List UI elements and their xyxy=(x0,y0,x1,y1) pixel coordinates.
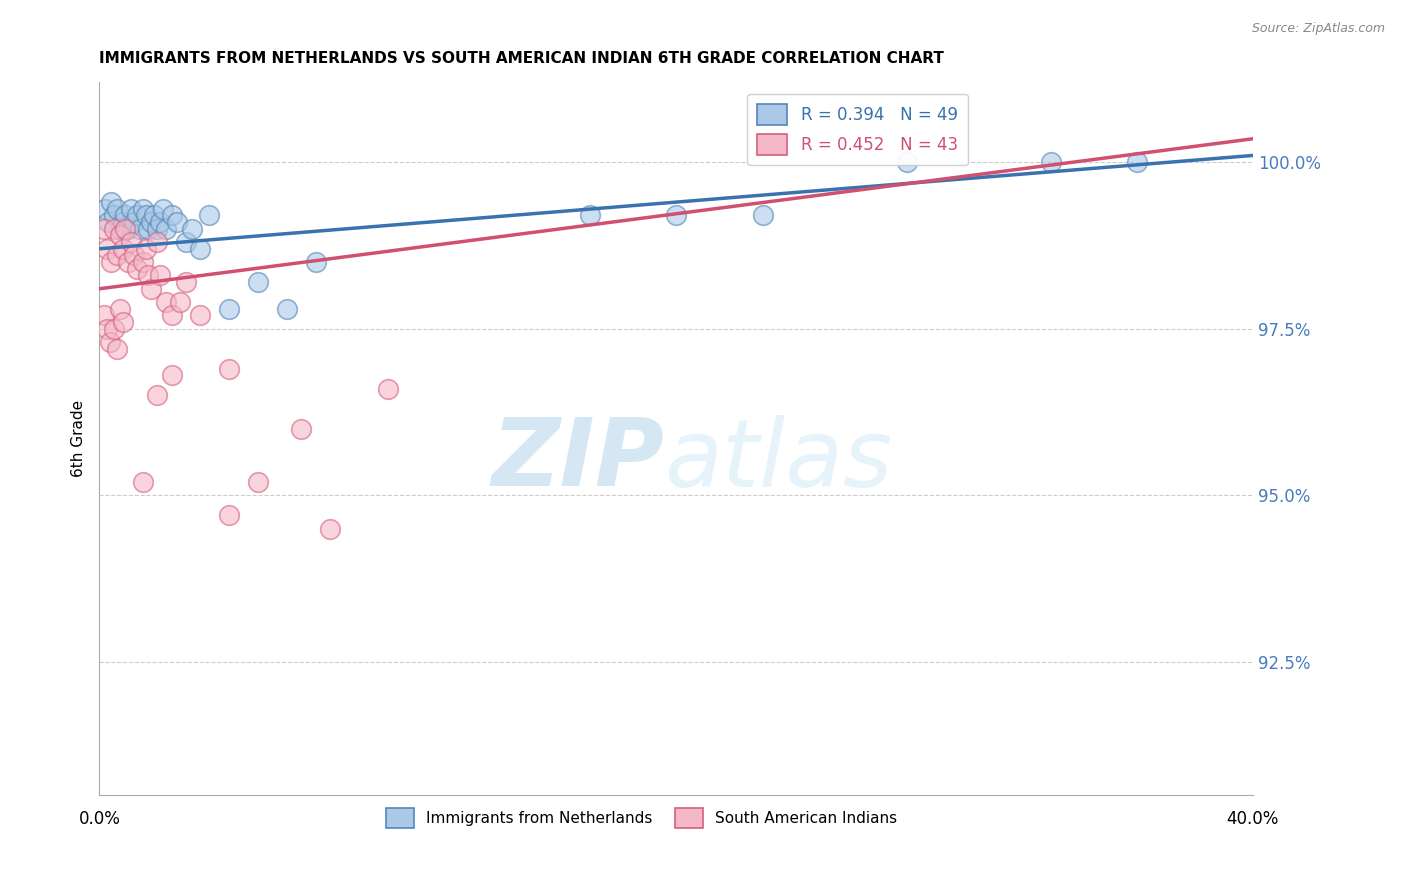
Point xyxy=(896,155,918,169)
Point xyxy=(131,475,153,489)
Point xyxy=(120,235,142,249)
Point xyxy=(135,209,157,223)
Point xyxy=(305,255,328,269)
Point xyxy=(160,368,183,383)
Point xyxy=(138,221,160,235)
Point xyxy=(190,242,212,256)
Point xyxy=(94,202,117,216)
Point xyxy=(138,268,160,283)
Point xyxy=(247,275,270,289)
Point xyxy=(290,422,312,436)
Point xyxy=(198,209,221,223)
Point xyxy=(117,255,139,269)
Point xyxy=(377,382,399,396)
Point xyxy=(111,315,134,329)
Point xyxy=(149,268,172,283)
Point xyxy=(174,275,197,289)
Point xyxy=(125,209,148,223)
Point xyxy=(105,202,128,216)
Y-axis label: 6th Grade: 6th Grade xyxy=(72,401,86,477)
Point xyxy=(111,242,134,256)
Point xyxy=(93,221,115,235)
Point xyxy=(276,301,298,316)
Point xyxy=(218,508,240,523)
Point xyxy=(578,209,600,223)
Point xyxy=(103,221,125,235)
Point xyxy=(135,242,157,256)
Point xyxy=(160,309,183,323)
Point xyxy=(131,255,153,269)
Point xyxy=(128,221,150,235)
Point xyxy=(103,322,125,336)
Point xyxy=(190,309,212,323)
Text: IMMIGRANTS FROM NETHERLANDS VS SOUTH AMERICAN INDIAN 6TH GRADE CORRELATION CHART: IMMIGRANTS FROM NETHERLANDS VS SOUTH AME… xyxy=(100,51,945,66)
Point xyxy=(751,209,773,223)
Point xyxy=(98,335,121,350)
Point xyxy=(114,221,136,235)
Point xyxy=(96,242,118,256)
Point xyxy=(146,388,169,402)
Point xyxy=(120,202,142,216)
Point xyxy=(218,301,240,316)
Point xyxy=(122,215,145,229)
Point xyxy=(160,209,183,223)
Point xyxy=(169,295,191,310)
Text: 40.0%: 40.0% xyxy=(1226,810,1279,828)
Point xyxy=(155,295,177,310)
Point xyxy=(247,475,270,489)
Point xyxy=(319,522,342,536)
Point xyxy=(114,209,136,223)
Point xyxy=(143,209,166,223)
Point xyxy=(1126,155,1149,169)
Point xyxy=(141,282,163,296)
Text: Source: ZipAtlas.com: Source: ZipAtlas.com xyxy=(1251,22,1385,36)
Point xyxy=(1040,155,1063,169)
Point xyxy=(166,215,188,229)
Point xyxy=(218,361,240,376)
Point xyxy=(105,248,128,262)
Point xyxy=(146,235,169,249)
Legend: Immigrants from Netherlands, South American Indians: Immigrants from Netherlands, South Ameri… xyxy=(380,802,903,834)
Point xyxy=(103,209,125,223)
Point xyxy=(125,261,148,276)
Point xyxy=(100,255,122,269)
Text: 0.0%: 0.0% xyxy=(79,810,121,828)
Point xyxy=(100,195,122,210)
Point xyxy=(149,215,172,229)
Point xyxy=(105,342,128,356)
Point xyxy=(146,221,169,235)
Point xyxy=(108,221,131,235)
Point xyxy=(665,209,688,223)
Point xyxy=(97,215,120,229)
Point xyxy=(180,221,202,235)
Point xyxy=(93,309,115,323)
Point xyxy=(155,221,177,235)
Point xyxy=(174,235,197,249)
Point xyxy=(141,215,163,229)
Point xyxy=(117,221,139,235)
Text: atlas: atlas xyxy=(665,415,893,506)
Text: ZIP: ZIP xyxy=(492,414,665,506)
Point xyxy=(108,228,131,243)
Point xyxy=(131,202,153,216)
Point xyxy=(122,248,145,262)
Point xyxy=(111,215,134,229)
Point xyxy=(108,301,131,316)
Point xyxy=(152,202,174,216)
Point xyxy=(96,322,118,336)
